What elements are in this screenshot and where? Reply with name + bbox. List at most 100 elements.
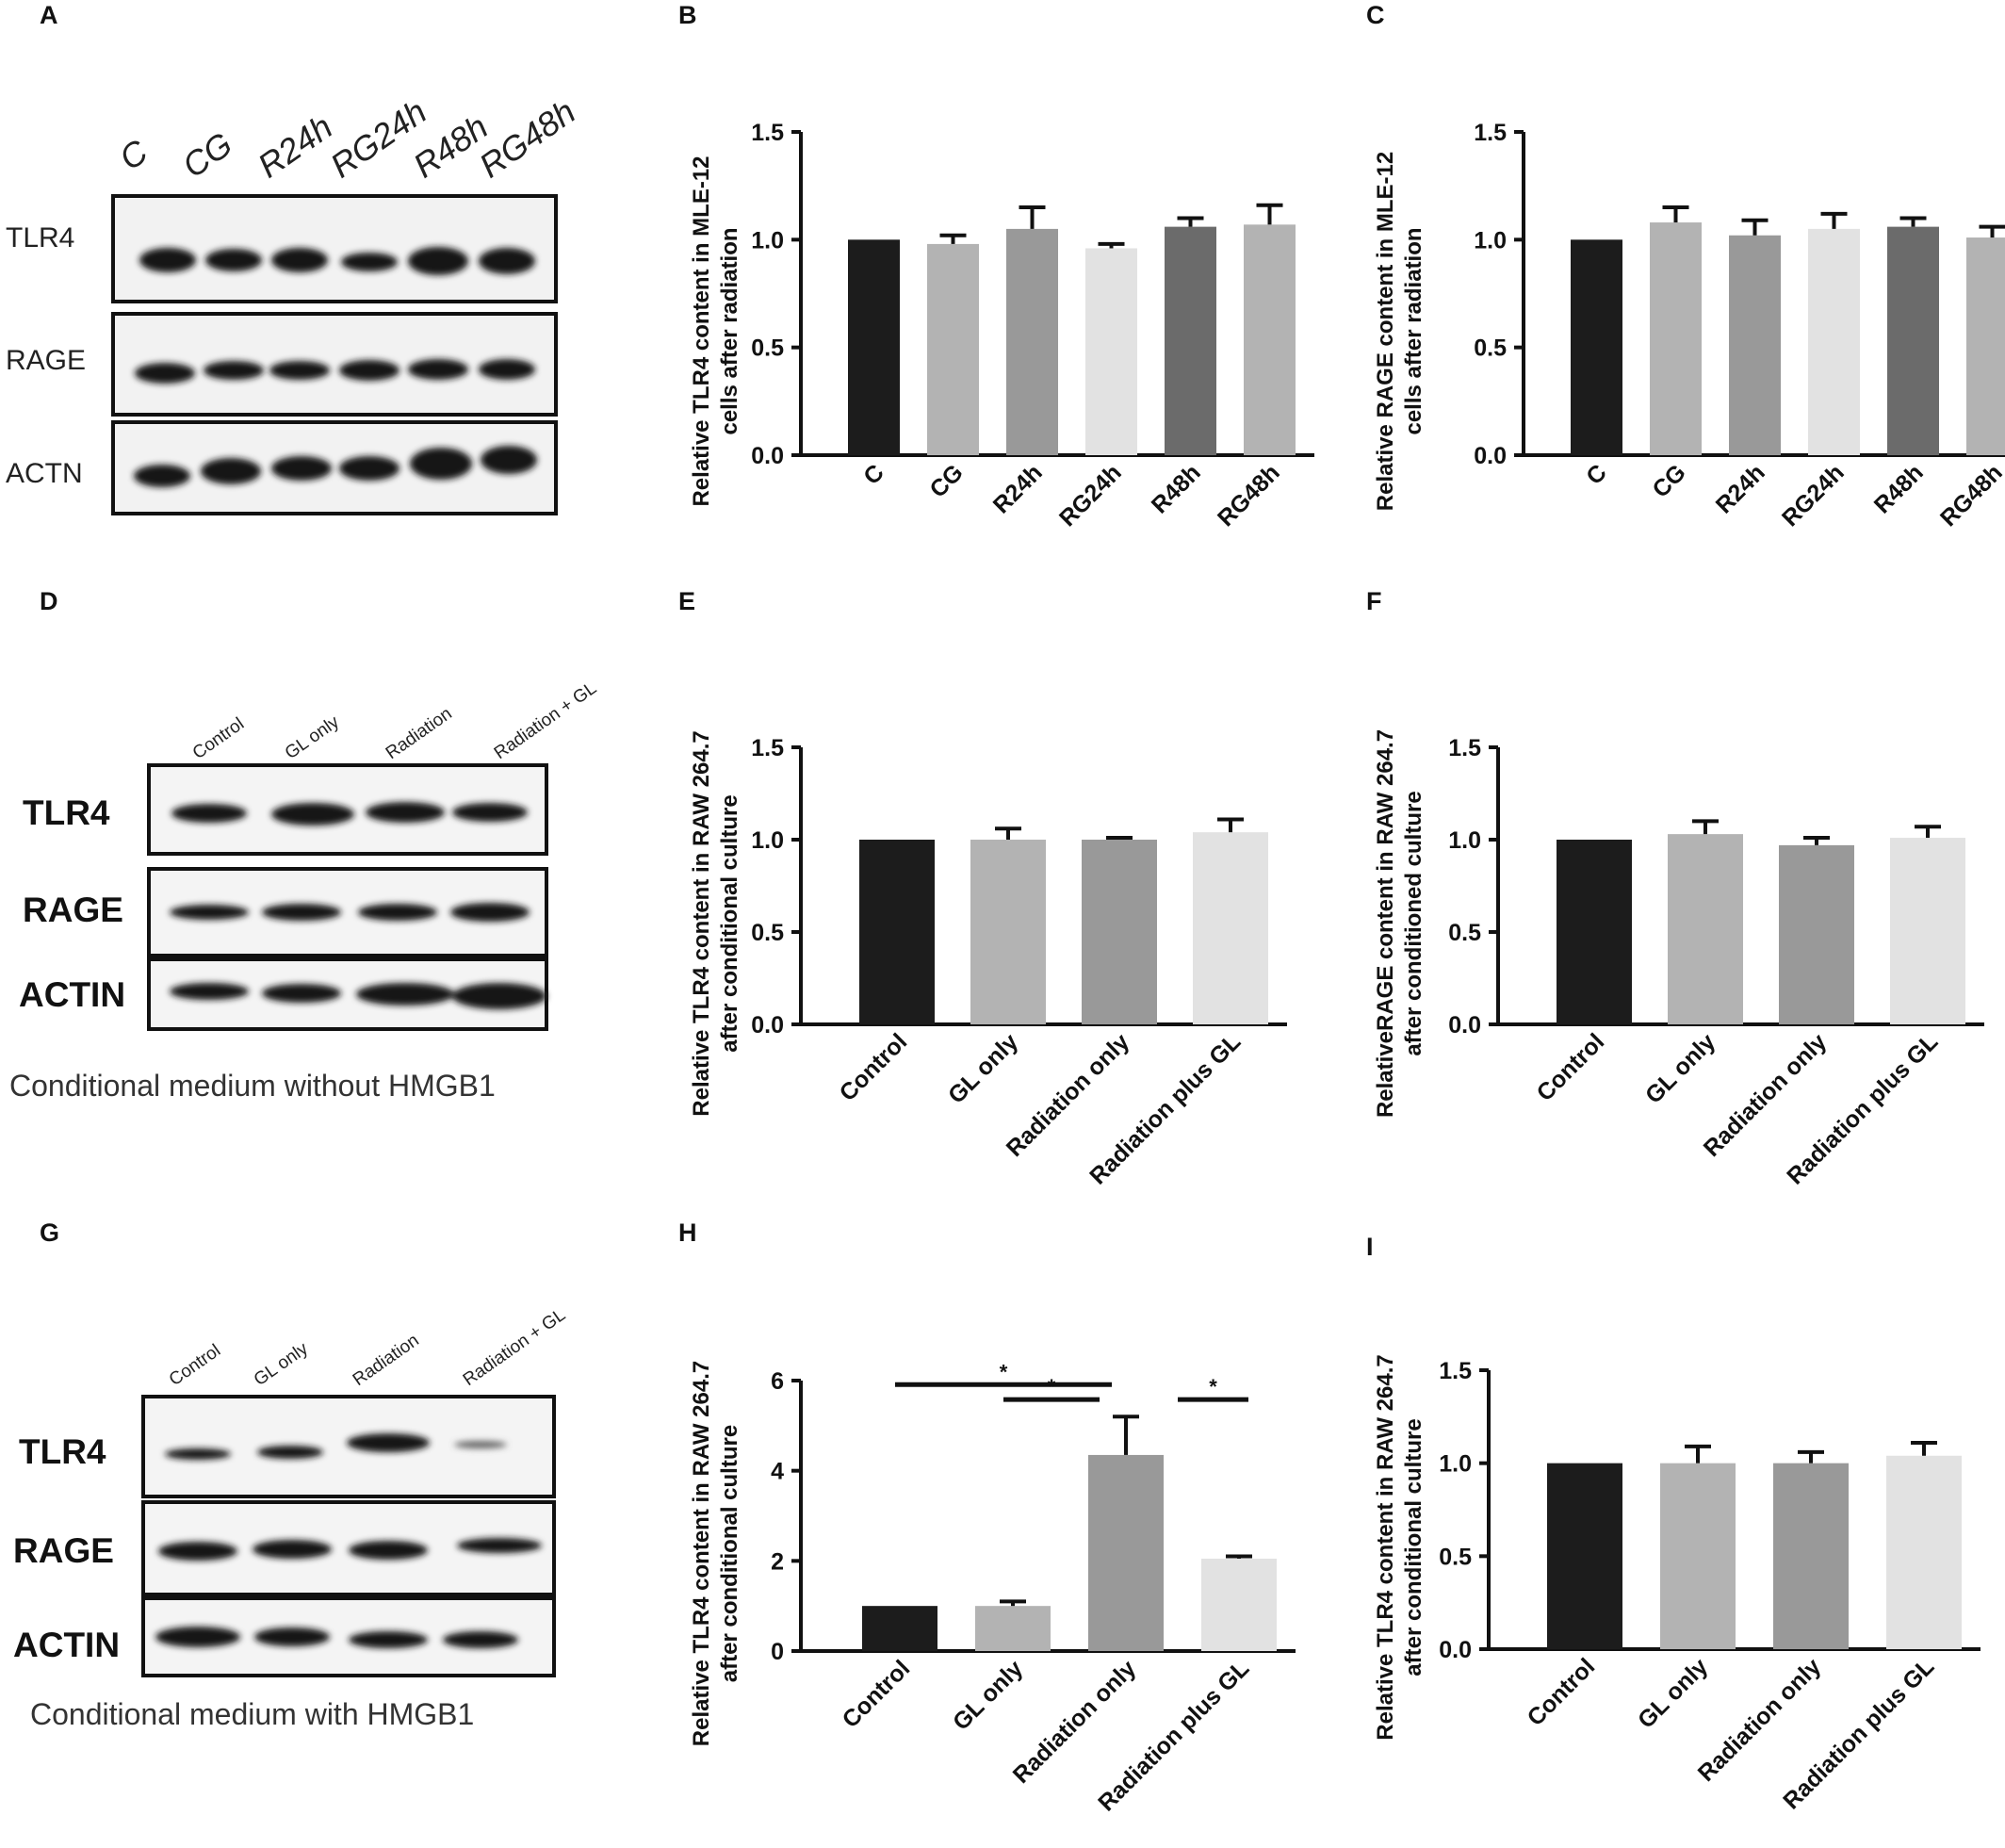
bar [1660,1463,1736,1649]
y-tick-label: 1.0 [751,827,784,854]
y-tick-label: 4 [771,1459,784,1485]
band [347,1433,430,1452]
row-label: TLR4 [19,1432,106,1471]
y-tick-label: 1.0 [1474,227,1507,253]
band [271,803,354,826]
band [450,903,530,922]
bar-chart-e: 0.0 0.5 1.0 1.5 Relative TLR4 content in RAW… [689,730,1287,1189]
band [257,1446,323,1459]
significance-star: * [1209,1375,1217,1398]
x-tick-label: GL only [1633,1653,1713,1733]
band [134,465,190,487]
y-axis-label: Relative TLR4 content in RAW 264.7 after … [689,730,742,1116]
x-tick-label: C [1581,459,1612,490]
band [341,253,398,271]
x-tick-label: R24h [1711,459,1770,518]
band [158,1542,237,1561]
band [170,905,249,920]
lane-label: CG [175,124,239,186]
band [356,983,454,1006]
bar [1886,1455,1962,1649]
bar [1165,226,1216,455]
band [262,904,341,921]
blot-caption: Conditional medium with HMGB1 [30,1697,474,1731]
bar [848,239,900,455]
y-tick-label: 1.0 [1439,1451,1472,1478]
band [204,361,264,380]
band [339,456,399,481]
band [408,247,468,275]
bar [1808,228,1860,455]
y-axis-label: Relative TLR4 content in MLE-12 cells aft… [689,155,742,506]
bar [1088,1454,1164,1651]
x-tick-label: C [858,459,889,490]
bar [927,243,979,455]
bar [1729,235,1781,455]
bar [1557,840,1632,1024]
bar [970,840,1046,1024]
y-tick-label: 6 [771,1368,784,1395]
band [443,1631,518,1648]
x-tick-label: RG24h [1777,459,1850,532]
blot-strip-actn [111,420,558,515]
band [358,904,437,921]
lane-label: Control [189,714,248,763]
y-axis-label: Relative TLR4 content in RAW 264.7 after … [689,1361,742,1746]
western-blot-d: Control GL only Radiation Radiation + GL… [9,679,600,1103]
bar [975,1606,1051,1651]
panel-letter-d: D [40,587,58,615]
lane-label: RG24h [323,92,433,186]
bar [1201,1558,1277,1651]
bar [862,1606,937,1651]
lane-label: Radiation + GL [491,679,600,763]
y-tick-label: 1.5 [1474,120,1507,146]
y-tick-label: 0.5 [1474,335,1507,362]
lane-label: Radiation [350,1331,423,1390]
y-tick-label: 0.5 [1448,920,1481,946]
panel-letter-b: B [678,1,697,29]
bar [1193,832,1268,1024]
blot-strip-rage [111,312,558,417]
lane-label: Control [166,1341,224,1390]
y-axis-label: RelativeRAGE content in RAW 264.7 after c… [1373,729,1426,1118]
lane-label: R24h [251,107,339,186]
bar [1650,222,1702,455]
blot-caption: Conditional medium without HMGB1 [9,1069,496,1103]
band [254,1627,330,1646]
band [155,1627,240,1647]
blot-strip-tlr4 [111,194,558,303]
y-tick-label: 0.0 [1474,443,1507,469]
row-label: RAGE [23,891,123,929]
x-tick-label: RG48h [1213,459,1285,532]
row-label: RAGE [13,1531,114,1570]
x-tick-label: CG [1647,459,1690,502]
x-tick-label: Control [1532,1028,1610,1106]
row-label: RAGE [6,345,86,376]
band [457,1538,542,1553]
band [201,458,261,484]
y-tick-label: 0.0 [1439,1637,1472,1663]
bar-chart-f: 0.0 0.5 1.0 1.5 RelativeRAGE content in RAW … [1373,729,1984,1189]
band [452,983,546,1009]
bar [1085,248,1137,455]
y-tick-label: 0.0 [751,1012,784,1038]
western-blot-a: C CG R24h RG24h R48h RG48h TLR4 RAGE ACT… [6,92,582,515]
y-tick-label: 1.5 [1448,735,1481,761]
significance-star: * [1000,1360,1008,1383]
bar [1006,228,1058,455]
bar [1779,844,1854,1024]
panel-letter-h: H [678,1218,697,1247]
x-tick-label: RG24h [1054,459,1127,532]
panel-letter-a: A [40,1,58,29]
row-label: ACTIN [13,1626,120,1664]
band [170,983,249,1000]
band [349,1631,428,1648]
x-tick-label: R48h [1869,459,1929,518]
band [479,248,535,274]
x-tick-label: Control [1523,1653,1601,1731]
band [481,446,537,474]
row-label: TLR4 [6,222,74,253]
y-tick-label: 1.0 [1448,827,1481,854]
lane-label: GL only [282,711,344,763]
